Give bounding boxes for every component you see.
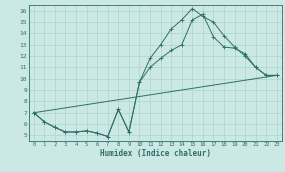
X-axis label: Humidex (Indice chaleur): Humidex (Indice chaleur) <box>100 149 211 158</box>
